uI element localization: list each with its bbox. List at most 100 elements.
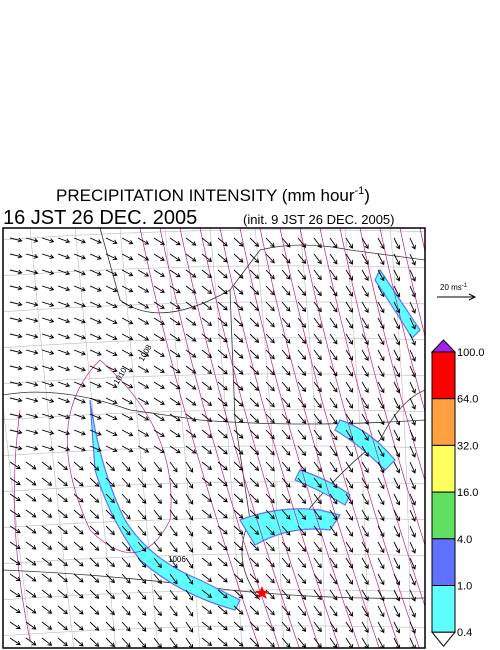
wind-arrow bbox=[249, 541, 260, 552]
wind-arrow bbox=[377, 605, 385, 618]
wind-arrow bbox=[121, 237, 134, 245]
isobar bbox=[139, 228, 260, 648]
wind-arrow bbox=[393, 557, 401, 570]
wind-arrow bbox=[57, 381, 71, 388]
wind-arrow bbox=[169, 557, 178, 569]
wind-arrow bbox=[233, 461, 244, 471]
lon-line bbox=[254, 228, 285, 648]
wind-arrow bbox=[137, 349, 150, 357]
wind-arrow bbox=[121, 477, 131, 488]
colorbar-segment bbox=[431, 585, 456, 633]
wind-arrow bbox=[121, 493, 131, 504]
wind-arrow bbox=[217, 365, 228, 375]
wind-arrow bbox=[233, 525, 244, 535]
wind-arrow bbox=[57, 269, 71, 276]
wind-arrow bbox=[169, 253, 181, 262]
wind-arrow bbox=[361, 381, 369, 394]
wind-arrow bbox=[233, 557, 244, 567]
wind-arrow bbox=[393, 589, 401, 602]
wind-arrow bbox=[329, 413, 338, 425]
wind-arrow bbox=[345, 397, 353, 409]
wind-arrow bbox=[281, 541, 291, 552]
wind-arrow bbox=[361, 285, 369, 298]
wind-arrow bbox=[201, 301, 213, 310]
wind-arrow bbox=[409, 509, 416, 522]
wind-arrow bbox=[137, 493, 147, 504]
lon-line bbox=[3, 402, 33, 648]
wind-arrow bbox=[281, 557, 291, 568]
wind-arrow bbox=[89, 301, 102, 308]
wind-arrow bbox=[249, 349, 260, 360]
wind-arrow bbox=[345, 637, 353, 648]
wind-arrow bbox=[409, 381, 416, 394]
wind-arrow bbox=[57, 301, 71, 308]
wind-arrow bbox=[25, 253, 39, 259]
wind-arrow bbox=[9, 493, 21, 502]
wind-arrow bbox=[105, 333, 118, 341]
wind-arrow bbox=[201, 317, 213, 326]
precipitation bbox=[334, 419, 396, 471]
wind-arrow bbox=[57, 445, 71, 452]
wind-arrow bbox=[41, 605, 53, 614]
wind-arrow bbox=[41, 445, 55, 451]
wind-arrow bbox=[185, 381, 197, 390]
wind-arrow bbox=[345, 573, 353, 585]
colorbar-label: 100.0 bbox=[457, 347, 485, 359]
wind-arrow bbox=[281, 445, 291, 456]
wind-arrow bbox=[297, 525, 307, 536]
wind-arrow bbox=[217, 333, 228, 343]
wind-arrow bbox=[137, 397, 150, 405]
wind-arrow bbox=[233, 445, 244, 455]
wind-arrow bbox=[329, 365, 338, 377]
isobar bbox=[159, 228, 280, 648]
wind-arrow bbox=[57, 477, 68, 487]
wind-arrow bbox=[297, 349, 307, 360]
wind-arrow bbox=[361, 365, 369, 378]
wind-arrow bbox=[233, 605, 244, 615]
isobar bbox=[399, 228, 425, 338]
lat-line bbox=[3, 625, 425, 637]
wind-arrow bbox=[9, 365, 23, 371]
colorbar-label: 4.0 bbox=[457, 534, 472, 546]
wind-arrow bbox=[393, 269, 401, 282]
wind-arrow bbox=[345, 349, 353, 361]
wind-arrow bbox=[233, 413, 244, 423]
wind-arrow bbox=[377, 381, 385, 394]
wind-arrow bbox=[41, 365, 55, 371]
wind-arrow bbox=[217, 269, 228, 279]
wind-arrow bbox=[57, 413, 71, 420]
wind-arrow bbox=[137, 621, 147, 632]
wind-arrow bbox=[9, 541, 21, 550]
wind-arrow bbox=[345, 285, 353, 297]
wind-arrow bbox=[249, 253, 260, 264]
wind-arrow bbox=[89, 365, 102, 372]
colorbar-label: 16.0 bbox=[457, 487, 478, 499]
wind-arrow bbox=[137, 573, 147, 584]
wind-arrow bbox=[297, 621, 307, 632]
wind-arrow bbox=[73, 365, 86, 372]
wind-arrow bbox=[169, 541, 178, 553]
wind-arrow bbox=[185, 477, 194, 489]
wind-arrow bbox=[217, 461, 228, 471]
wind-arrow bbox=[361, 573, 369, 586]
wind-arrow bbox=[361, 461, 369, 474]
wind-arrow bbox=[201, 557, 213, 566]
wind-arrow bbox=[329, 381, 338, 393]
vector-legend-superscript: -1 bbox=[462, 283, 468, 289]
wind-arrow bbox=[265, 285, 275, 296]
wind-arrow bbox=[393, 317, 401, 330]
wind-arrow bbox=[153, 445, 165, 453]
wind-arrow bbox=[281, 525, 291, 536]
wind-arrow bbox=[297, 317, 307, 328]
wind-arrow bbox=[265, 605, 275, 616]
wind-arrow bbox=[121, 573, 131, 584]
wind-arrow bbox=[409, 621, 416, 634]
wind-arrow bbox=[153, 413, 165, 421]
wind-arrow bbox=[153, 509, 162, 521]
wind-arrow bbox=[329, 429, 338, 441]
wind-arrow bbox=[57, 637, 68, 647]
wind-arrow bbox=[137, 413, 150, 421]
wind-arrow bbox=[297, 477, 307, 488]
valid-time: 16 JST 26 DEC. 2005 bbox=[3, 207, 197, 229]
